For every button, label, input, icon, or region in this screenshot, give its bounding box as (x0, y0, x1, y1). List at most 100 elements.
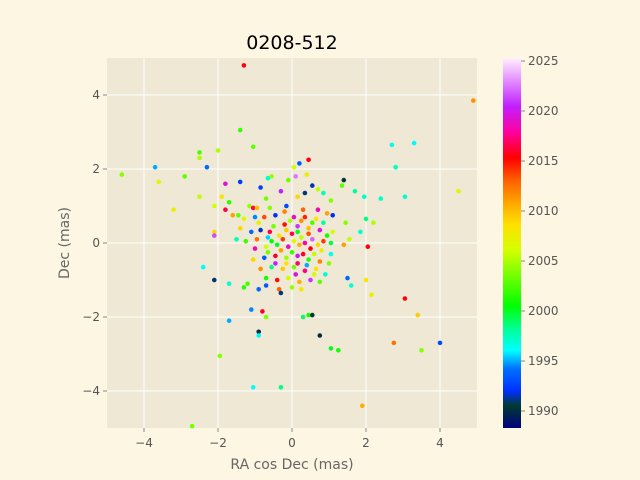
data-point (273, 213, 278, 218)
data-point (258, 227, 263, 233)
data-point (369, 292, 374, 298)
data-point (306, 157, 311, 163)
data-point (286, 177, 291, 183)
data-point (419, 348, 424, 353)
data-point (249, 229, 254, 235)
data-point (219, 194, 224, 200)
data-point (286, 275, 291, 281)
data-point (269, 238, 274, 244)
data-point (197, 194, 202, 200)
data-point (304, 172, 310, 177)
data-point (437, 340, 443, 346)
data-point (310, 312, 315, 318)
scatter-points (119, 63, 476, 429)
colorbar-tick-label: 2020 (528, 104, 559, 118)
data-point (328, 346, 334, 351)
data-point (306, 257, 311, 262)
data-point (289, 231, 295, 237)
data-point (341, 242, 347, 248)
y-tick-label: 2 (92, 162, 100, 176)
x-axis-label: RA cos Dec (mas) (230, 457, 353, 473)
data-point (156, 179, 162, 185)
data-point (237, 127, 243, 133)
colorbar-tick-label: 2000 (528, 304, 559, 318)
data-point (297, 242, 302, 248)
data-point (358, 229, 363, 235)
data-point (293, 174, 299, 179)
data-point (348, 283, 354, 288)
data-point (250, 144, 256, 150)
data-point (274, 277, 280, 283)
data-point (324, 233, 330, 238)
data-point (345, 275, 350, 281)
data-point (263, 275, 269, 281)
data-point (317, 279, 323, 285)
colorbar-tick-label: 2010 (528, 204, 559, 218)
data-point (249, 307, 254, 312)
data-point (299, 287, 304, 292)
data-point (284, 203, 289, 209)
data-point (226, 318, 232, 324)
data-point (262, 255, 267, 261)
data-point (276, 287, 282, 292)
data-point (197, 155, 202, 161)
data-point (304, 262, 310, 268)
data-point (284, 227, 289, 233)
y-tick-label: 4 (92, 88, 100, 102)
data-point (330, 229, 336, 235)
data-point (313, 266, 319, 272)
data-point (415, 312, 421, 318)
colorbar-tick-label: 2025 (528, 54, 559, 68)
data-point (256, 329, 262, 335)
data-point (256, 220, 262, 225)
data-point (323, 272, 328, 277)
data-point (237, 179, 243, 185)
data-point (289, 250, 295, 255)
data-point (189, 423, 195, 429)
data-point (308, 246, 313, 251)
y-axis-label: Dec (mas) (57, 207, 73, 279)
data-point (315, 242, 321, 248)
data-point (243, 238, 249, 244)
data-point (310, 183, 315, 188)
data-point (302, 214, 308, 220)
data-point (456, 188, 461, 194)
data-point (411, 140, 417, 146)
data-point (321, 190, 326, 196)
data-point (280, 237, 286, 242)
data-point (328, 251, 334, 257)
data-point (237, 225, 243, 231)
data-point (217, 353, 223, 359)
colorbar-tick-label: 1990 (528, 404, 559, 418)
data-point (241, 216, 247, 222)
data-point (265, 250, 271, 255)
data-point (295, 253, 300, 259)
data-point (306, 225, 311, 231)
data-point (291, 238, 297, 244)
data-point (352, 188, 358, 194)
data-point (236, 213, 241, 218)
data-point (324, 211, 330, 216)
chart-title: 0208-512 (246, 32, 337, 54)
data-point (308, 277, 313, 283)
data-point (278, 248, 284, 253)
data-point (250, 257, 256, 262)
data-point (212, 233, 217, 238)
data-point (267, 229, 273, 235)
y-axis-ticks: −4 −2 0 2 4 (82, 88, 107, 398)
data-point (254, 205, 260, 211)
data-point (306, 231, 311, 237)
data-point (267, 205, 273, 211)
data-point (250, 205, 256, 211)
x-tick-label: 4 (436, 436, 444, 450)
data-point (300, 251, 306, 257)
data-point (363, 277, 369, 283)
data-point (250, 385, 256, 390)
data-point (321, 220, 326, 225)
data-point (241, 63, 247, 68)
data-point (328, 198, 334, 203)
data-point (310, 220, 315, 225)
data-point (252, 214, 258, 220)
data-point (263, 283, 269, 288)
y-tick-label: −2 (82, 310, 100, 324)
